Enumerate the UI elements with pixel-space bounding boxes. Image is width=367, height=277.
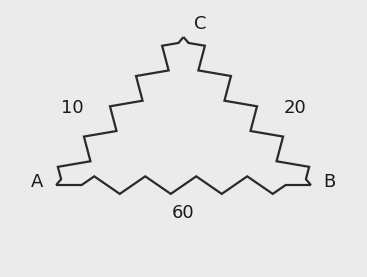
Text: 60: 60 — [172, 204, 195, 222]
Text: A: A — [31, 173, 43, 191]
Text: B: B — [324, 173, 336, 191]
Text: 20: 20 — [284, 99, 306, 117]
Text: 10: 10 — [61, 99, 83, 117]
Text: C: C — [195, 15, 207, 33]
